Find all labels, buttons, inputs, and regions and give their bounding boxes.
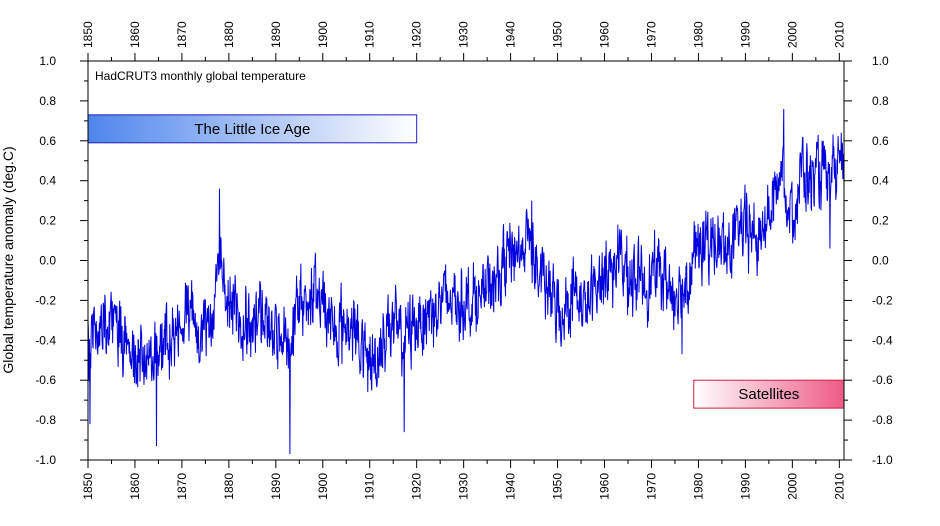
- little-ice-age-label: The Little Ice Age: [194, 121, 310, 138]
- y-tick-label-left: -1.0: [35, 453, 56, 467]
- y-tick-label-left: 0.0: [39, 254, 56, 268]
- satellites-box: [693, 379, 845, 409]
- x-tick-label-bottom: 2010: [832, 473, 846, 500]
- x-tick-label-top: 1850: [81, 21, 95, 48]
- little-ice-age-box: [87, 114, 418, 144]
- y-tick-label-right: 1.0: [872, 54, 889, 68]
- x-tick-label-bottom: 1980: [691, 473, 705, 500]
- y-tick-label-right: -0.8: [872, 413, 893, 427]
- little-ice-age-annotation: The Little Ice Age: [87, 114, 418, 144]
- x-tick-label-bottom: 1910: [363, 473, 377, 500]
- x-tick-label-top: 1880: [222, 21, 236, 48]
- x-tick-label-bottom: 1870: [175, 473, 189, 500]
- y-tick-label-right: 0.8: [872, 94, 889, 108]
- y-tick-label-left: 0.8: [39, 94, 56, 108]
- y-tick-label-right: -0.6: [872, 373, 893, 387]
- x-tick-label-bottom: 1990: [738, 473, 752, 500]
- data-series-layer: [88, 108, 844, 455]
- y-tick-label-right: 0.4: [872, 174, 889, 188]
- y-tick-label-left: -0.2: [35, 293, 56, 307]
- x-tick-label-bottom: 1960: [598, 473, 612, 500]
- x-tick-label-top: 1950: [551, 21, 565, 48]
- y-tick-label-right: 0.2: [872, 214, 889, 228]
- x-tick-label-top: 1920: [410, 21, 424, 48]
- x-tick-label-bottom: 1850: [81, 473, 95, 500]
- temperature-series-line: [88, 108, 844, 455]
- x-tick-label-top: 1890: [269, 21, 283, 48]
- x-tick-label-bottom: 1970: [644, 473, 658, 500]
- x-tick-label-bottom: 1880: [222, 473, 236, 500]
- y-tick-label-right: 0.0: [872, 254, 889, 268]
- axis-tick-labels: 1850 1850 1860 1860 1870 1870 1880 1880 1890 1890…: [35, 21, 893, 500]
- x-tick-label-top: 2000: [785, 21, 799, 48]
- x-tick-label-bottom: 1920: [410, 473, 424, 500]
- x-tick-label-bottom: 1930: [457, 473, 471, 500]
- x-tick-label-top: 1860: [128, 21, 142, 48]
- satellites-label: Satellites: [738, 386, 799, 403]
- y-tick-label-left: -0.8: [35, 413, 56, 427]
- x-tick-label-bottom: 1940: [504, 473, 518, 500]
- x-tick-label-top: 1930: [457, 21, 471, 48]
- x-tick-label-top: 1870: [175, 21, 189, 48]
- y-tick-label-right: -0.4: [872, 333, 893, 347]
- x-tick-label-bottom: 1900: [316, 473, 330, 500]
- annotations: The Little Ice Age Satellites: [87, 114, 845, 409]
- x-tick-label-bottom: 1860: [128, 473, 142, 500]
- y-tick-label-left: 0.2: [39, 214, 56, 228]
- x-tick-label-bottom: 2000: [785, 473, 799, 500]
- y-tick-label-left: 1.0: [39, 54, 56, 68]
- y-tick-label-left: -0.4: [35, 333, 56, 347]
- x-tick-label-top: 1910: [363, 21, 377, 48]
- x-tick-label-bottom: 1890: [269, 473, 283, 500]
- x-tick-label-top: 2010: [832, 21, 846, 48]
- x-tick-label-bottom: 1950: [551, 473, 565, 500]
- x-tick-label-top: 1970: [644, 21, 658, 48]
- x-tick-label-top: 1980: [691, 21, 705, 48]
- y-tick-label-left: 0.6: [39, 134, 56, 148]
- satellites-annotation: Satellites: [693, 379, 845, 409]
- axis-ticks: [80, 53, 852, 468]
- x-tick-label-top: 1960: [598, 21, 612, 48]
- y-tick-label-left: -0.6: [35, 373, 56, 387]
- y-tick-label-right: -1.0: [872, 453, 893, 467]
- chart-title: HadCRUT3 monthly global temperature: [95, 69, 306, 83]
- y-tick-label-right: 0.6: [872, 134, 889, 148]
- y-tick-label-left: 0.4: [39, 174, 56, 188]
- y-axis-title: Global temperature anomaly (deg.C): [0, 146, 16, 373]
- y-tick-label-right: -0.2: [872, 293, 893, 307]
- x-tick-label-top: 1990: [738, 21, 752, 48]
- x-tick-label-top: 1940: [504, 21, 518, 48]
- x-tick-label-top: 1900: [316, 21, 330, 48]
